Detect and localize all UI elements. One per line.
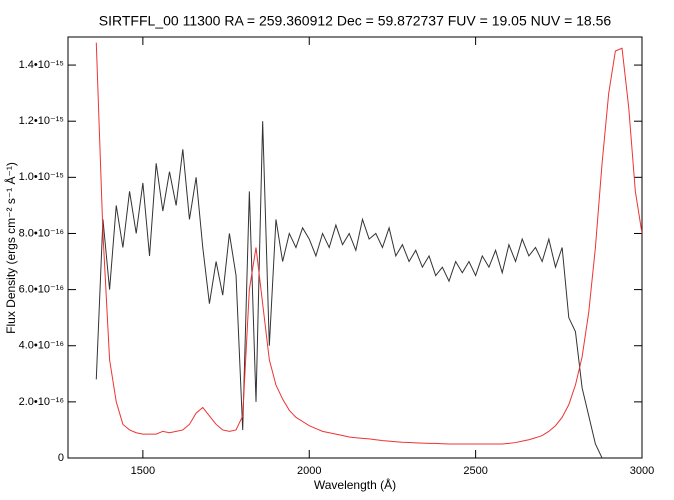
- y-tick-label: 2.0•10⁻¹⁶: [19, 396, 64, 408]
- y-tick-label: 0: [58, 452, 64, 464]
- plot-frame: [67, 36, 643, 459]
- x-tick-label: 2000: [297, 465, 321, 477]
- y-tick-label: 1.2•10⁻¹⁵: [19, 115, 64, 127]
- y-axis-label: Flux Density (ergs cm⁻² s⁻¹ Å⁻¹): [3, 162, 18, 334]
- series-line: [95, 42, 642, 445]
- y-tick-label: 4.0•10⁻¹⁶: [19, 340, 64, 352]
- x-axis-label: Wavelength (Å): [314, 477, 396, 492]
- x-tick-label: 2500: [463, 465, 487, 477]
- x-tick-label: 3000: [630, 465, 654, 477]
- x-tick-label: 1500: [131, 465, 155, 477]
- y-tick-label: 6.0•10⁻¹⁶: [19, 284, 64, 296]
- chart-title: SIRTFFL_00 11300 RA = 259.360912 Dec = 5…: [99, 13, 612, 29]
- y-tick-label: 1.0•10⁻¹⁵: [19, 171, 64, 183]
- series-line: [95, 121, 603, 458]
- y-tick-label: 1.4•10⁻¹⁵: [19, 59, 64, 71]
- y-tick-label: 8.0•10⁻¹⁶: [19, 227, 64, 239]
